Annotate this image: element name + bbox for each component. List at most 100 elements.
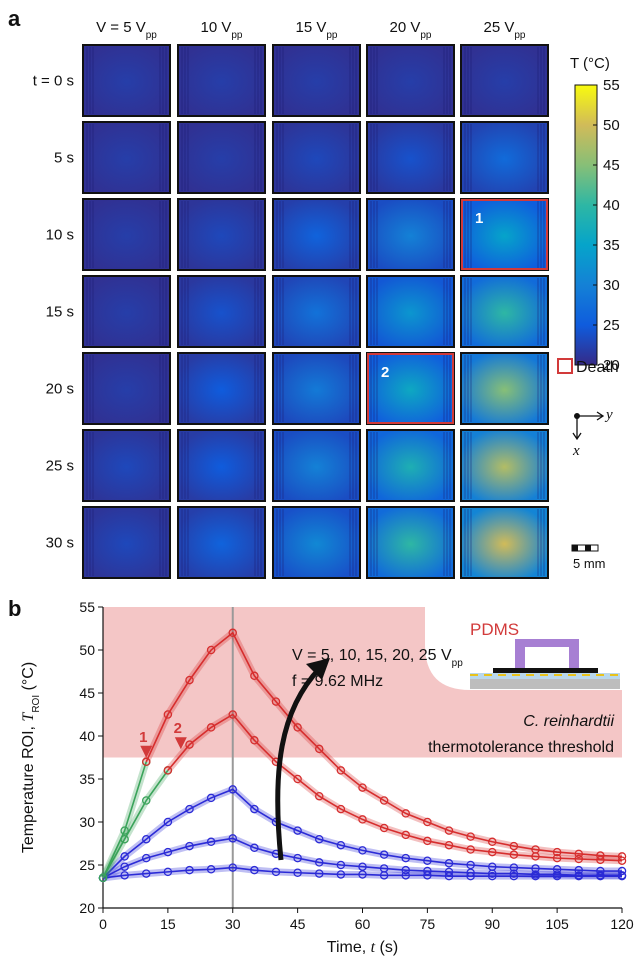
thermal-image	[460, 275, 549, 348]
column-label-text: 20 V	[390, 19, 421, 36]
glass	[493, 668, 598, 673]
data-point	[423, 817, 432, 827]
data-point	[617, 866, 627, 876]
series-line	[102, 761, 148, 879]
data-point	[271, 867, 281, 877]
data-point	[617, 852, 627, 861]
column-label: 20 Vpp	[390, 19, 432, 41]
data-point	[141, 834, 151, 844]
thermal-image	[82, 275, 171, 348]
data-point	[401, 809, 410, 818]
x-tick-label: 120	[610, 916, 634, 932]
data-point	[228, 834, 237, 843]
column-label-sub: pp	[146, 30, 158, 41]
data-point	[206, 723, 216, 732]
data-point	[574, 865, 584, 875]
data-point	[228, 785, 237, 794]
data-point	[401, 865, 410, 875]
panel-label: a	[8, 6, 21, 31]
data-point	[358, 862, 367, 871]
data-point	[314, 791, 324, 801]
x-axis-label: Time, t (s)	[327, 939, 398, 956]
data-point	[336, 870, 346, 879]
scale-bar-fill	[572, 545, 578, 551]
thermal-image	[177, 352, 266, 425]
data-point	[250, 804, 259, 814]
x-tick-label: 15	[160, 916, 176, 932]
data-point	[379, 864, 389, 873]
thermal-image	[366, 198, 455, 271]
data-point	[163, 867, 173, 877]
data-point	[401, 853, 410, 863]
data-point	[228, 628, 237, 638]
thermal-image	[272, 44, 361, 117]
y-tick-label: 55	[79, 599, 95, 615]
data-point	[552, 865, 562, 874]
thermal-image	[366, 506, 455, 579]
x-tick-label: 90	[484, 916, 500, 932]
data-point	[466, 832, 475, 841]
thermal-image	[82, 121, 171, 194]
frequency-annotation: f = 9.62 MHz	[292, 673, 383, 690]
data-point	[574, 849, 584, 859]
thermal-image	[82, 44, 171, 117]
legend-label: Death	[576, 359, 619, 376]
data-point	[487, 871, 497, 881]
data-point	[120, 862, 129, 871]
data-point	[336, 840, 346, 850]
data-point	[509, 871, 519, 881]
death-box	[461, 199, 548, 270]
data-point	[444, 867, 454, 877]
x-label-unit: (s)	[375, 939, 398, 956]
data-point	[228, 710, 237, 719]
threshold-annotation: thermotolerance threshold	[428, 739, 614, 756]
death-box	[367, 353, 454, 424]
y-label-unit: (°C)	[20, 662, 37, 695]
column-label-text: 10 V	[201, 19, 232, 36]
scale-label: 5 mm	[573, 556, 606, 571]
x-label-var: t	[371, 939, 376, 956]
data-point	[141, 796, 151, 805]
data-point	[596, 851, 605, 860]
row-label: 30 s	[46, 535, 74, 552]
data-point	[185, 740, 194, 749]
data-point	[336, 766, 346, 775]
data-point	[120, 871, 129, 880]
colorbar-tick-label: 20	[603, 357, 620, 374]
data-point	[98, 873, 108, 883]
data-point	[509, 850, 519, 859]
voltage-sub: pp	[452, 658, 464, 669]
column-label: 10 Vpp	[201, 19, 243, 41]
data-point	[336, 804, 346, 814]
thermal-image	[272, 198, 361, 271]
thermal-image	[272, 429, 361, 502]
y-label-text: Temperature ROI,	[20, 722, 37, 854]
data-point	[120, 852, 129, 861]
data-point	[228, 863, 237, 872]
series-line	[102, 866, 622, 879]
voltage-annotation: V = 5, 10, 15, 20, 25 Vpp	[292, 647, 463, 669]
x-tick-label: 30	[225, 916, 241, 932]
data-point	[250, 736, 259, 745]
thermal-image	[460, 44, 549, 117]
x-label-text: Time,	[327, 939, 371, 956]
data-point	[206, 837, 216, 847]
data-point	[401, 830, 410, 840]
thermal-image	[177, 121, 266, 194]
column-label-sub: pp	[326, 30, 338, 41]
data-point	[466, 860, 475, 870]
y-tick-label: 50	[79, 642, 95, 658]
data-point	[163, 847, 173, 857]
column-label-text: 15 V	[296, 19, 327, 36]
thermal-image	[460, 429, 549, 502]
data-point	[487, 862, 497, 871]
data-point	[379, 796, 389, 805]
death-marker-label: 2	[174, 720, 182, 737]
trend-arrow	[275, 666, 322, 861]
thermal-image	[272, 352, 361, 425]
data-point	[163, 710, 173, 719]
y-axis-label: Temperature ROI, TROI (°C)	[20, 662, 42, 853]
column-label: 25 Vpp	[484, 19, 526, 41]
data-point	[206, 645, 216, 655]
